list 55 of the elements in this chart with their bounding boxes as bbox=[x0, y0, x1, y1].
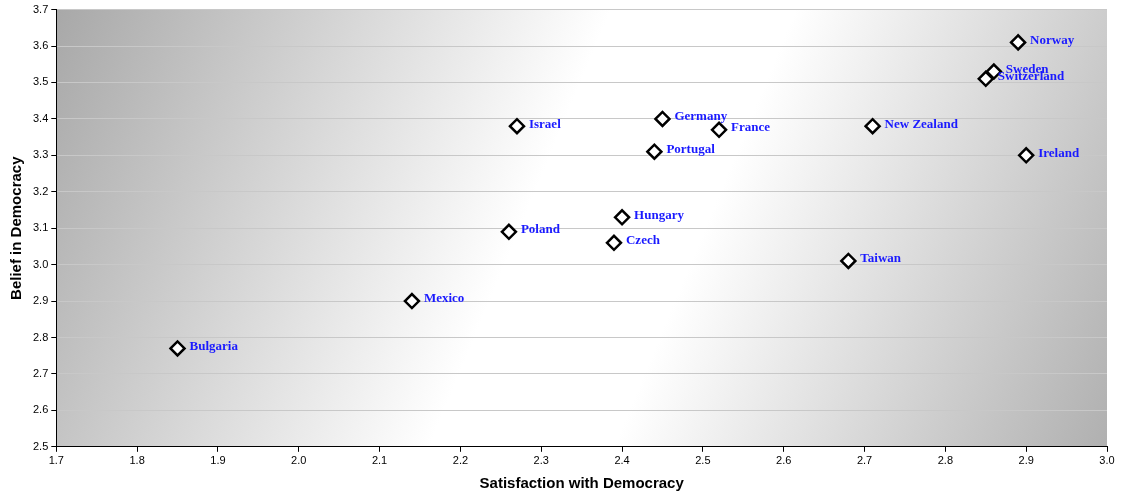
y-tick-label: 3.7 bbox=[32, 2, 49, 15]
y-tick-label: 3.5 bbox=[32, 75, 49, 88]
y-tick-label: 3.6 bbox=[32, 39, 49, 52]
point bbox=[840, 252, 857, 270]
y-tick-label: 2.5 bbox=[32, 439, 49, 452]
point bbox=[654, 110, 671, 128]
annotation: Norway bbox=[1030, 31, 1075, 47]
annotation: Taiwan bbox=[860, 250, 902, 266]
x-tick-label: 2.4 bbox=[614, 454, 630, 467]
y-axis-title: Belief in Democracy bbox=[7, 155, 25, 300]
point bbox=[864, 117, 881, 135]
x-tick-label: 2.8 bbox=[937, 454, 953, 467]
point bbox=[500, 223, 518, 241]
y-tick-label: 2.9 bbox=[32, 294, 49, 307]
point bbox=[169, 340, 186, 357]
y-tick-label: 2.8 bbox=[32, 330, 49, 343]
x-tick-label: 3.0 bbox=[1099, 454, 1115, 467]
annotation: Czech bbox=[625, 232, 661, 248]
x-tick-label: 2.6 bbox=[776, 454, 792, 467]
x-axis-title: Satisfaction with Democracy bbox=[479, 474, 685, 492]
annotation: Mexico bbox=[423, 290, 465, 306]
point bbox=[977, 70, 995, 88]
x-tick-label: 2.3 bbox=[533, 454, 549, 467]
x-tick-label: 1.9 bbox=[210, 454, 226, 467]
y-tick-label: 3.0 bbox=[32, 257, 49, 270]
annotation: New Zealand bbox=[884, 115, 959, 131]
y-tick-label: 3.2 bbox=[32, 184, 49, 197]
annotation: Bulgaria bbox=[189, 337, 239, 353]
x-tick-label: 2.0 bbox=[291, 454, 307, 467]
annotation: Poland bbox=[520, 221, 561, 237]
point bbox=[646, 143, 663, 160]
annotation: Ireland bbox=[1038, 144, 1080, 160]
y-tick-label: 3.4 bbox=[32, 111, 49, 124]
point bbox=[613, 209, 631, 226]
y-tick-label: 2.7 bbox=[32, 366, 49, 379]
x-tick-label: 1.7 bbox=[48, 454, 64, 467]
point bbox=[605, 234, 623, 252]
annotation: France bbox=[731, 119, 771, 135]
x-tick-label: 2.7 bbox=[856, 454, 873, 467]
x-tick-label: 1.8 bbox=[129, 454, 145, 467]
x-tick-label: 2.1 bbox=[371, 454, 388, 467]
point bbox=[403, 292, 421, 310]
x-tick-label: 2.2 bbox=[452, 454, 469, 467]
y-tick-label: 3.3 bbox=[32, 148, 49, 161]
y-tick-label: 2.6 bbox=[32, 403, 49, 416]
annotation: Israel bbox=[528, 115, 562, 131]
point bbox=[1009, 34, 1027, 51]
point bbox=[1017, 147, 1035, 164]
annotation: Hungary bbox=[634, 206, 685, 222]
annotation: Germany bbox=[674, 108, 728, 124]
annotation: Portugal bbox=[666, 141, 716, 157]
x-tick-label: 2.9 bbox=[1018, 454, 1034, 467]
y-tick-label: 3.1 bbox=[32, 221, 49, 234]
x-tick-label: 2.5 bbox=[695, 454, 711, 467]
point bbox=[508, 117, 526, 135]
